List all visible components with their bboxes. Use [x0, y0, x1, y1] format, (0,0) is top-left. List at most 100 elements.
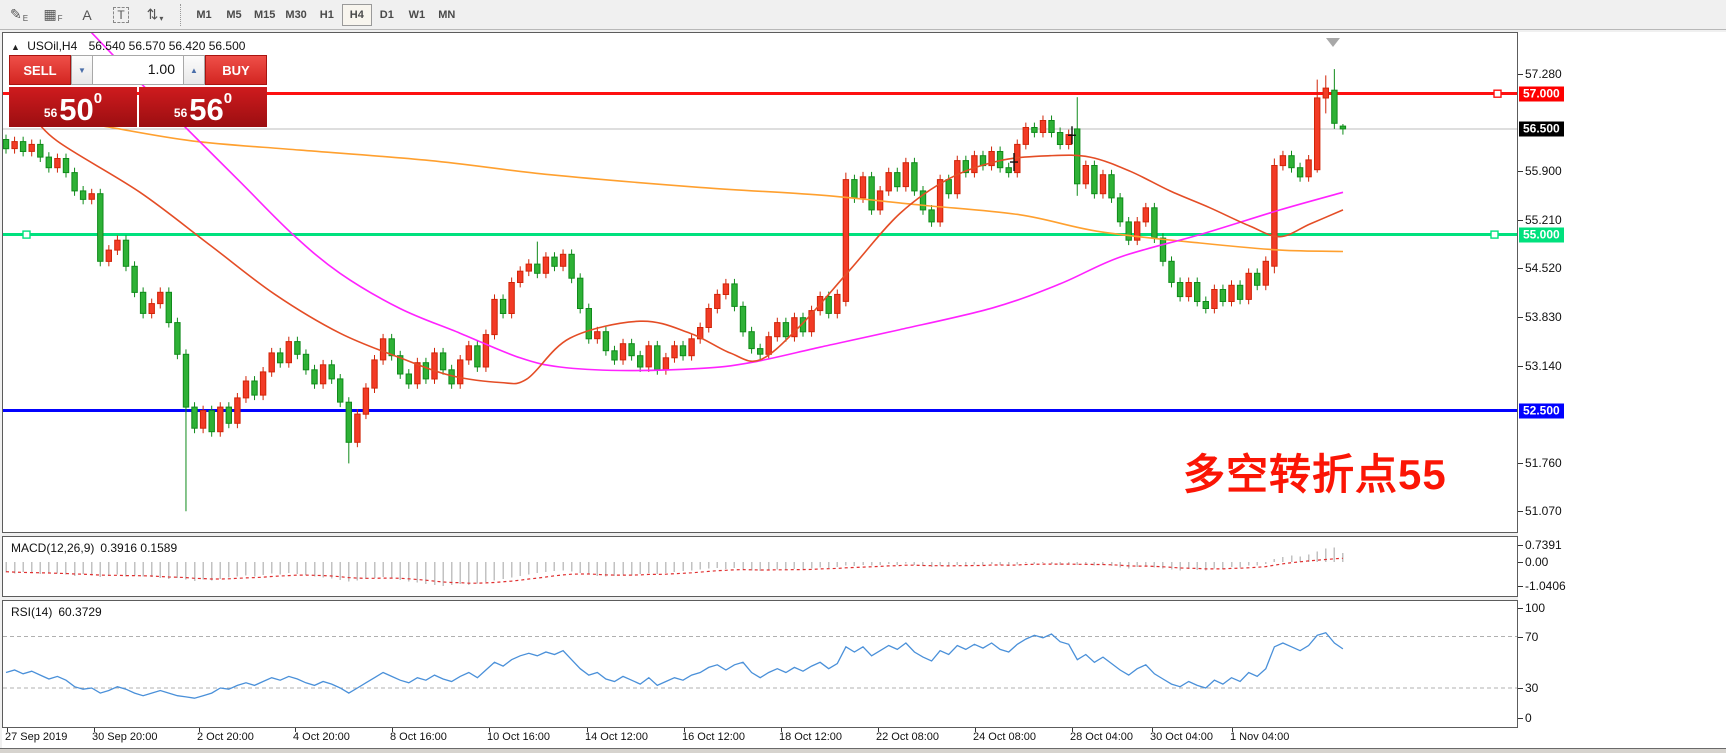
price-tick-label: 53.830 [1525, 310, 1562, 324]
rsi-axis-label: 30 [1525, 681, 1539, 695]
one-click-trade-panel: SELL ▼ 1.00 ▲ BUY 56 50 0 56 56 0 [9, 55, 267, 127]
buy-price-base: 56 [173, 106, 188, 120]
chart-title: ▲ USOil,H4 56.540 56.570 56.420 56.500 [11, 39, 245, 53]
rsi-value: 60.3729 [58, 605, 102, 619]
rsi-canvas[interactable] [3, 601, 1517, 727]
time-label: 30 Oct 04:00 [1150, 731, 1213, 743]
macd-values: 0.3916 0.1589 [100, 541, 178, 555]
macd-label: MACD(12,26,9) 0.3916 0.1589 [11, 541, 183, 555]
time-tick [1072, 728, 1073, 732]
chart-canvas[interactable] [3, 33, 1517, 532]
buy-button[interactable]: BUY [205, 55, 267, 85]
rsi-axis-label: 70 [1525, 630, 1539, 644]
macd-indicator-panel: MACD(12,26,9) 0.3916 0.1589 [2, 536, 1518, 597]
timeframe-button-H4[interactable]: H4 [341, 3, 372, 26]
collapse-trade-panel-icon[interactable]: ▲ [11, 42, 20, 52]
macd-axis-label: 0.7391 [1525, 538, 1562, 552]
time-tick [1232, 728, 1233, 732]
toolbar: ✎ E ▦ F A T ⇅ ▾ M1 M5 M15 M30 H1 H4 D1 W1 MN [0, 0, 1726, 30]
time-label: 30 Sep 20:00 [92, 731, 158, 743]
time-tick [94, 728, 95, 732]
time-label: 24 Oct 08:00 [973, 731, 1036, 743]
price-axis: 57.280 55.900 55.210 54.520 53.830 53.140 51.7… [1518, 32, 1726, 728]
macd-tick-dash [1518, 586, 1523, 587]
price-badge-52.500: 52.500 [1519, 403, 1564, 419]
rsi-label: RSI(14) 60.3729 [11, 605, 108, 619]
time-label: 18 Oct 12:00 [779, 731, 842, 743]
macd-axis-label: 0.00 [1525, 555, 1549, 569]
sell-price-sup: 0 [93, 90, 103, 107]
volume-decrease-button[interactable]: ▼ [71, 55, 93, 85]
price-tick-label: 55.210 [1525, 213, 1562, 227]
toolbar-separator [180, 3, 181, 26]
price-tick-dash [1518, 463, 1523, 464]
price-tick-label: 51.070 [1525, 504, 1562, 518]
timeframe-button-M15[interactable]: M15 [254, 8, 276, 21]
time-tick [7, 728, 8, 732]
timeframe-button-M30[interactable]: M30 [285, 8, 307, 21]
time-tick [587, 728, 588, 732]
macd-tick-dash [1518, 545, 1523, 546]
ma-medium-magenta [90, 33, 1344, 372]
ma-fast-red [29, 110, 1344, 385]
buy-price-tile[interactable]: 56 56 0 [139, 87, 267, 127]
volume-input[interactable]: 1.00 [93, 55, 183, 85]
time-tick [1152, 728, 1153, 732]
time-label: 16 Oct 12:00 [682, 731, 745, 743]
macd-signal-line [5, 557, 1343, 584]
time-tick [684, 728, 685, 732]
macd-canvas[interactable] [3, 537, 1517, 596]
time-tick [392, 728, 393, 732]
timeframe-button-D1[interactable]: D1 [379, 8, 394, 21]
time-tick [781, 728, 782, 732]
price-tick-label: 55.900 [1525, 164, 1562, 178]
timeframe-button-group: M1 M5 M15 M30 H1 H4 D1 W1 MN [189, 3, 462, 26]
price-badge-57.000: 57.000 [1519, 86, 1564, 102]
sell-price-base: 56 [43, 106, 58, 120]
text-label-tool[interactable]: T [106, 3, 136, 27]
crayon-draw-tool[interactable]: ✎ E [9, 6, 29, 23]
volume-increase-button[interactable]: ▲ [183, 55, 205, 85]
price-tick-dash [1518, 366, 1523, 367]
macd-tick-dash [1518, 562, 1523, 563]
time-tick [199, 728, 200, 732]
time-tick [295, 728, 296, 732]
fibonacci-grid-tool[interactable]: ▦ F [43, 6, 63, 23]
time-label: 2 Oct 20:00 [197, 731, 254, 743]
arrow-objects-tool[interactable]: ⇅ ▾ [146, 6, 164, 23]
timeframe-button-H1[interactable]: H1 [319, 8, 334, 21]
drawing-tool-group: ✎ E ▦ F A T ⇅ ▾ [0, 3, 170, 27]
window-bottom-edge [0, 748, 1726, 753]
time-tick [878, 728, 879, 732]
price-tick-dash [1518, 74, 1523, 75]
time-label: 10 Oct 16:00 [487, 731, 550, 743]
price-tick-label: 53.140 [1525, 359, 1562, 373]
timeframe-button-W1[interactable]: W1 [408, 8, 426, 21]
price-badge-56.500: 56.500 [1519, 121, 1564, 137]
symbol-period-label: USOil,H4 [27, 39, 78, 53]
time-axis: 27 Sep 2019 30 Sep 20:00 2 Oct 20:00 4 Oct … [2, 728, 1726, 748]
price-tick-dash [1518, 268, 1523, 269]
time-label: 22 Oct 08:00 [876, 731, 939, 743]
macd-axis-label: -1.0406 [1525, 579, 1566, 593]
time-tick [975, 728, 976, 732]
rsi-tick-dash [1518, 637, 1523, 638]
rsi-tick-dash [1518, 718, 1523, 719]
price-tick-dash [1518, 171, 1523, 172]
price-tick-label: 54.520 [1525, 261, 1562, 275]
price-tick-dash [1518, 220, 1523, 221]
time-label: 4 Oct 20:00 [293, 731, 350, 743]
timeframe-button-M5[interactable]: M5 [226, 8, 242, 21]
rsi-name: RSI(14) [11, 605, 53, 619]
sell-price-tile[interactable]: 56 50 0 [9, 87, 137, 127]
timeframe-button-MN[interactable]: MN [438, 8, 456, 21]
rsi-line [5, 631, 1344, 699]
price-tick-dash [1518, 317, 1523, 318]
price-tick-label: 57.280 [1525, 67, 1562, 81]
buy-price-big: 56 [189, 92, 224, 127]
sell-button[interactable]: SELL [9, 55, 71, 85]
macd-name: MACD(12,26,9) [11, 541, 95, 555]
chart-text-annotation: 多空转折点55 [1183, 451, 1447, 498]
text-tool[interactable]: A [82, 6, 92, 23]
timeframe-button-M1[interactable]: M1 [196, 8, 212, 21]
